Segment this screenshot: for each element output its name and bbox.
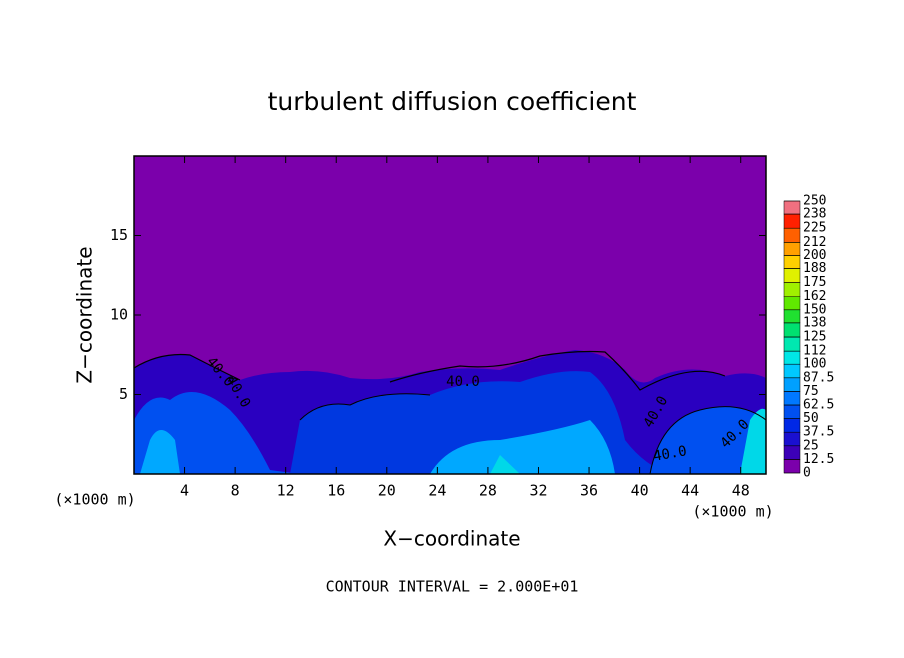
colorbar-label: 250 — [803, 194, 826, 209]
colorbar-swatch — [783, 309, 801, 324]
colorbar-swatch — [783, 445, 801, 460]
colorbar-label: 100 — [803, 357, 826, 372]
colorbar-swatch — [783, 431, 801, 447]
colorbar-swatch — [783, 227, 801, 243]
colorbar-label: 125 — [803, 330, 826, 345]
colorbar-swatch — [783, 255, 801, 269]
colorbar-swatch — [783, 418, 801, 433]
colorbar-label: 0 — [803, 466, 811, 481]
colorbar-label: 87.5 — [803, 370, 834, 385]
x-tick-label: 44 — [681, 482, 699, 500]
colorbar-swatch — [783, 282, 801, 297]
colorbar-swatch — [783, 336, 801, 352]
x-tick-label: 32 — [529, 482, 547, 500]
colorbar-label: 212 — [803, 235, 826, 250]
x-tick-label: 28 — [479, 482, 497, 500]
colorbar-label: 188 — [803, 261, 826, 276]
chart-title: turbulent diffusion coefficient — [268, 87, 637, 116]
colorbar-label: 12.5 — [803, 452, 834, 467]
colorbar-label: 200 — [803, 248, 826, 263]
contour-label: 40.0 — [652, 443, 688, 465]
colorbar-label: 75 — [803, 384, 819, 399]
colorbar-label: 162 — [803, 289, 826, 304]
x-tick-label: 4 — [180, 482, 189, 500]
colorbar-swatch — [783, 391, 801, 406]
y-tick-label: 15 — [110, 226, 128, 244]
colorbar-swatch — [783, 200, 801, 215]
colorbar-label: 175 — [803, 275, 826, 290]
y-tick-label: 5 — [119, 385, 128, 403]
x-tick-label: 8 — [231, 482, 240, 500]
x-axis-label: X−coordinate — [383, 527, 520, 551]
x-tick-label: 20 — [378, 482, 396, 500]
footer-note: CONTOUR INTERVAL = 2.000E+01 — [326, 578, 579, 596]
colorbar-swatch — [783, 322, 801, 338]
colorbar-swatch — [783, 242, 801, 256]
colorbar-swatch — [783, 350, 801, 365]
x-tick-label: 48 — [732, 482, 750, 500]
colorbar-label: 50 — [803, 411, 819, 426]
x-unit-label: (×1000 m) — [692, 503, 773, 521]
x-tick-label: 16 — [327, 482, 345, 500]
colorbar-label: 62.5 — [803, 398, 834, 413]
y-axis-label: Z−coordinate — [73, 246, 97, 383]
colorbar-label: 112 — [803, 344, 826, 359]
colorbar-label: 225 — [803, 221, 826, 236]
colorbar-swatch — [783, 459, 801, 474]
colorbar-swatch — [783, 268, 801, 283]
colorbar-swatch — [783, 363, 801, 379]
colorbar-swatch — [783, 213, 801, 229]
colorbar-label: 238 — [803, 207, 826, 222]
colorbar-label: 138 — [803, 315, 826, 330]
colorbar-label: 25 — [803, 438, 819, 453]
x-tick-label: 12 — [277, 482, 295, 500]
y-tick-label: 10 — [110, 306, 128, 324]
colorbar-swatch — [783, 296, 801, 311]
contour-label: 40.0 — [446, 374, 480, 390]
colorbar-label: 150 — [803, 302, 826, 317]
colorbar-swatch — [783, 377, 801, 392]
x-unit-label: (×1000 m) — [54, 491, 135, 509]
x-tick-label: 36 — [580, 482, 598, 500]
field — [133, 156, 767, 475]
colorbar-label: 37.5 — [803, 425, 834, 440]
x-tick-label: 24 — [428, 482, 446, 500]
colorbar-swatch — [783, 404, 801, 419]
x-tick-label: 40 — [631, 482, 649, 500]
